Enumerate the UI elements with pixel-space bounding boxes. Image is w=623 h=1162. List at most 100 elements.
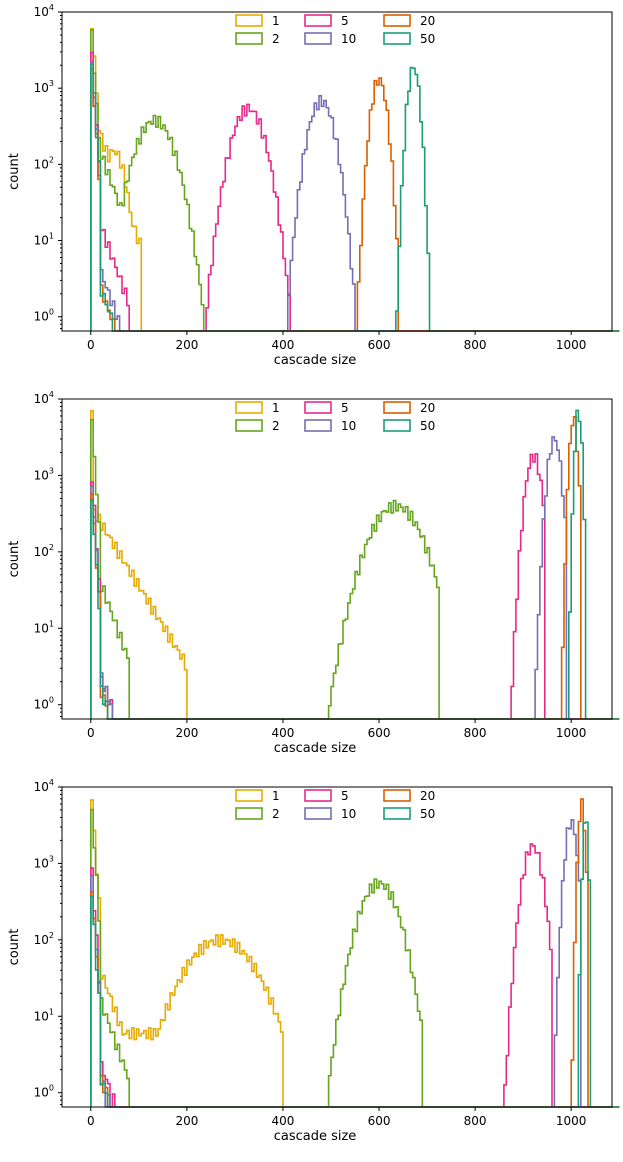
x-tick-label: 600: [368, 726, 391, 740]
legend-swatch: [235, 14, 263, 27]
legend-swatch: [383, 14, 411, 27]
y-tick-label: 102: [34, 931, 54, 947]
x-tick-label: 1000: [556, 726, 587, 740]
y-tick-label: 101: [34, 1007, 54, 1023]
y-axis-title: count: [7, 153, 22, 190]
legend-label: 5: [341, 401, 349, 415]
x-axis-title: cascade size: [274, 741, 357, 756]
legend-item-2: 2: [235, 807, 280, 821]
legend-item-10: 10: [304, 419, 356, 433]
y-tick-label: 102: [34, 543, 54, 559]
y-tick-label: 100: [34, 696, 54, 712]
legend-item-5: 5: [304, 789, 349, 803]
y-tick-label: 103: [34, 466, 54, 482]
legend-label: 5: [341, 14, 349, 28]
x-tick-label: 400: [272, 1114, 295, 1128]
legend-label: 2: [272, 419, 280, 433]
legend-swatch: [235, 807, 263, 820]
histogram-panel-1: 0 200 400 600 800 1000100101102103104cascade …: [7, 3, 620, 368]
legend-swatch: [304, 14, 332, 27]
legend-label: 20: [420, 401, 435, 415]
legend-swatch: [383, 807, 411, 820]
x-tick-label: 200: [175, 726, 198, 740]
y-tick-label: 101: [34, 619, 54, 635]
legend-item-1: 1: [235, 401, 280, 415]
plot-frame: [61, 398, 613, 720]
legend-item-2: 2: [235, 32, 280, 46]
legend-label: 50: [420, 419, 435, 433]
x-tick-label: 800: [464, 1114, 487, 1128]
y-tick-label: 103: [34, 79, 54, 95]
x-tick-label: 1000: [556, 338, 587, 352]
legend-item-10: 10: [304, 32, 356, 46]
x-tick-label: 200: [175, 1114, 198, 1128]
legend-label: 10: [341, 807, 356, 821]
series-10-line: [90, 61, 620, 332]
x-tick-label: 0: [87, 1114, 95, 1128]
legend-item-1: 1: [235, 789, 280, 803]
histogram-panel-2: 0 200 400 600 800 1000100101102103104cascade …: [7, 390, 620, 756]
x-tick-label: 200: [175, 338, 198, 352]
legend-label: 20: [420, 14, 435, 28]
legend-item-5: 5: [304, 14, 349, 28]
legend-item-50: 50: [383, 807, 435, 821]
x-tick-label: 1000: [556, 1114, 587, 1128]
legend-swatch: [235, 32, 263, 45]
legend-item-1: 1: [235, 14, 280, 28]
y-axis-title: count: [7, 541, 22, 578]
x-tick-label: 600: [368, 1114, 391, 1128]
series-50-line: [90, 409, 620, 720]
y-tick-label: 101: [34, 232, 54, 248]
legend-swatch: [304, 789, 332, 802]
y-axis-title: count: [7, 929, 22, 966]
legend-label: 20: [420, 789, 435, 803]
x-tick-label: 400: [272, 338, 295, 352]
legend-label: 2: [272, 807, 280, 821]
legend-item-20: 20: [383, 14, 435, 28]
legend-item-50: 50: [383, 32, 435, 46]
histogram-panel-3: 0 200 400 600 800 1000100101102103104cascade …: [7, 778, 620, 1144]
x-tick-label: 600: [368, 338, 391, 352]
legend-label: 2: [272, 32, 280, 46]
x-tick-label: 800: [464, 726, 487, 740]
legend-swatch: [304, 32, 332, 45]
legend-label: 50: [420, 807, 435, 821]
legend-swatch: [383, 401, 411, 414]
y-tick-label: 102: [34, 155, 54, 171]
plot-frame: [61, 786, 613, 1108]
legend-swatch: [304, 401, 332, 414]
y-tick-label: 103: [34, 854, 54, 870]
y-tick-label: 100: [34, 308, 54, 324]
legend-label: 1: [272, 14, 280, 28]
legend-item-10: 10: [304, 807, 356, 821]
legend-swatch: [235, 401, 263, 414]
y-tick-label: 104: [34, 390, 54, 406]
y-tick-label: 104: [34, 3, 54, 19]
plot-frame: [61, 11, 613, 332]
legend-label: 5: [341, 789, 349, 803]
x-tick-label: 0: [87, 726, 95, 740]
x-axis-title: cascade size: [274, 1129, 357, 1144]
legend-label: 10: [341, 419, 356, 433]
legend-item-5: 5: [304, 401, 349, 415]
series-1-line: [90, 410, 620, 720]
x-axis-title: cascade size: [274, 353, 357, 368]
legend-label: 1: [272, 789, 280, 803]
x-tick-label: 0: [87, 338, 95, 352]
series-1-line: [90, 799, 620, 1108]
legend-swatch: [235, 419, 263, 432]
legend-label: 1: [272, 401, 280, 415]
legend-swatch: [304, 419, 332, 432]
legend-item-20: 20: [383, 789, 435, 803]
legend-swatch: [235, 789, 263, 802]
legend-item-50: 50: [383, 419, 435, 433]
series-5-line: [90, 843, 620, 1108]
legend-swatch: [383, 419, 411, 432]
legend-swatch: [383, 32, 411, 45]
x-tick-label: 800: [464, 338, 487, 352]
legend-label: 50: [420, 32, 435, 46]
series-20-line: [90, 798, 620, 1108]
x-tick-label: 400: [272, 726, 295, 740]
y-tick-label: 100: [34, 1084, 54, 1100]
legend-label: 10: [341, 32, 356, 46]
